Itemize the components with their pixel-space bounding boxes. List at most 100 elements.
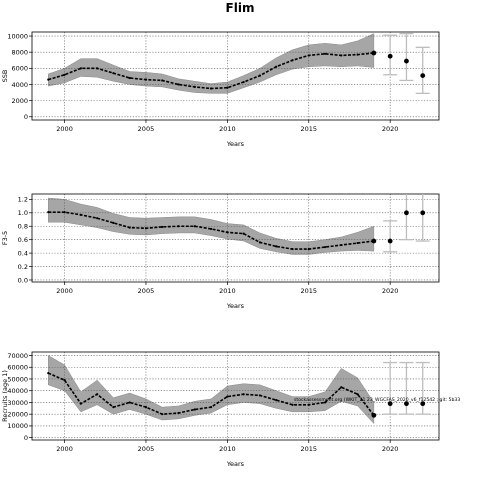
y-tick-label: 30000 [7, 399, 28, 407]
projection-point [387, 401, 393, 407]
y-tick-label: 0.2 [18, 263, 28, 271]
projection-point [387, 238, 393, 244]
estimate-point [291, 247, 294, 251]
estimate-point [307, 247, 310, 251]
estimate-point [209, 406, 213, 409]
estimate-point [275, 245, 278, 248]
estimate-point [193, 408, 196, 411]
estimate-point [128, 76, 131, 80]
x-tick-label: 2010 [219, 445, 236, 453]
estimate-point [96, 67, 99, 70]
estimate-point [340, 386, 343, 389]
x-tick-label: 2005 [138, 445, 155, 453]
projection-point [404, 58, 409, 64]
estimate-point [47, 78, 50, 81]
estimate-point [144, 227, 148, 230]
plot-frame [31, 351, 440, 441]
confidence-band [48, 355, 375, 425]
estimate-point [144, 406, 148, 409]
estimate-point [161, 79, 164, 82]
y-tick-label: 40000 [7, 387, 28, 395]
estimate-point [144, 78, 148, 81]
y-tick-label: 8000 [11, 48, 28, 56]
x-tick-label: 2015 [300, 287, 317, 295]
y-tick-label: 0.4 [18, 249, 28, 257]
projection-point [404, 210, 409, 216]
projection-point [420, 210, 426, 216]
x-tick-label: 2005 [138, 287, 155, 295]
estimate-point [128, 401, 131, 404]
estimate-point [307, 403, 310, 406]
estimate-point [79, 402, 82, 405]
x-tick-label: 2015 [300, 445, 317, 453]
estimate-point [291, 59, 294, 62]
estimate-point [258, 394, 262, 397]
ssb-panel: 2000 2005 2010 2015 2020 0 2000 4000 6000 8000 100… [1, 31, 440, 148]
y-tick-label: 1.2 [18, 196, 28, 204]
estimate-point [323, 401, 327, 404]
estimate-point [112, 221, 115, 224]
estimate-point [209, 227, 213, 231]
y-tick-label: 2000 [11, 97, 28, 105]
estimate-point [112, 406, 115, 409]
x-tick-label: 2010 [219, 125, 236, 133]
y-tick-label: 0.0 [18, 276, 28, 284]
estimate-point [226, 231, 229, 234]
y-axis-label: F3-5 [1, 231, 9, 245]
x-tick-label: 2020 [382, 125, 399, 133]
estimate-point [275, 399, 278, 402]
estimate-point [193, 85, 196, 88]
estimate-point [340, 243, 343, 247]
estimate-point [128, 226, 131, 229]
estimate-point [323, 52, 327, 55]
estimate-point [226, 86, 229, 89]
terminal-estimate-point [371, 412, 377, 418]
y-axis-label: Recruits (age 1) [1, 370, 9, 422]
estimate-point [242, 393, 245, 396]
y-tick-label: 50000 [7, 375, 28, 383]
plot-frame [31, 193, 440, 283]
source-annotation: stockassessment.org (WKIT_21 23_WGCFAS_2… [294, 397, 460, 403]
x-tick-label: 2020 [382, 445, 399, 453]
y-axis-label: SSB [1, 70, 9, 83]
x-tick-label: 2000 [56, 125, 73, 133]
y-tick-label: 0 [24, 113, 28, 121]
estimate-point [63, 379, 66, 382]
y-tick-label: 1.0 [18, 209, 28, 217]
x-axis-label: Years [226, 140, 245, 148]
estimate-point [79, 213, 82, 216]
x-tick-label: 2000 [56, 445, 73, 453]
estimate-point [47, 372, 50, 375]
estimate-point [177, 83, 180, 86]
estimate-point [161, 413, 164, 416]
y-tick-label: 10000 [7, 422, 28, 430]
estimate-point [258, 74, 262, 77]
estimate-point [242, 80, 245, 84]
estimate-point [177, 411, 180, 415]
estimate-point [226, 395, 229, 398]
y-tick-label: 70000 [7, 352, 28, 360]
fishing-mortality-panel: 2000 2005 2010 2015 2020 0.0 0.2 0.4 0.6 0.8 1.0 1.… [1, 193, 440, 310]
estimate-point [161, 225, 164, 229]
projection-point [420, 73, 426, 78]
estimate-point [356, 53, 359, 56]
x-tick-label: 2000 [56, 287, 73, 295]
estimate-point [275, 65, 278, 68]
y-tick-label: 4000 [11, 81, 28, 89]
estimate-point [96, 393, 99, 396]
estimate-point [79, 67, 82, 70]
terminal-estimate-point [371, 238, 377, 244]
estimate-point [258, 241, 262, 244]
estimate-point [193, 225, 196, 228]
projection-point [404, 401, 409, 407]
x-axis-label: Years [226, 460, 245, 468]
x-tick-label: 2005 [138, 125, 155, 133]
recruitment-panel: 2000 2005 2010 2015 2020 0 10000 20000 30000 4000… [1, 351, 440, 468]
y-tick-label: 0.8 [18, 223, 28, 231]
y-tick-label: 10000 [7, 32, 28, 40]
estimate-point [307, 54, 310, 57]
estimate-point [47, 211, 50, 214]
y-tick-label: 0.6 [18, 236, 28, 244]
estimate-point [63, 211, 66, 214]
estimate-point [177, 225, 180, 228]
